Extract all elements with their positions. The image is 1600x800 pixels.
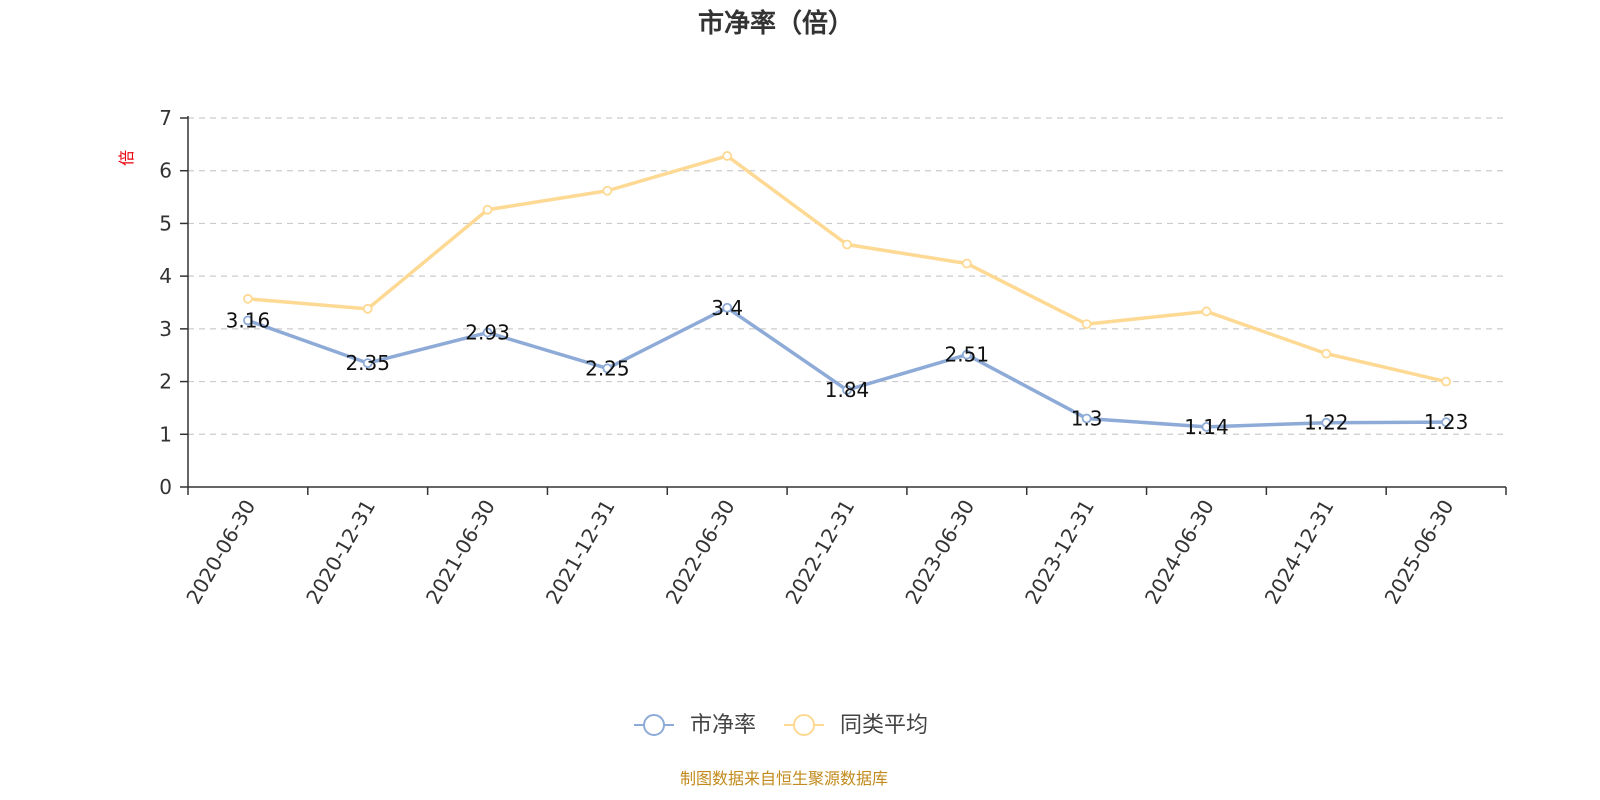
series-line-0 [246,306,1448,429]
data-label: 3.4 [711,296,743,320]
y-axis-unit-label: 倍 [117,150,136,166]
x-tick-label: 2023-12-31 [1020,496,1099,609]
data-label: 2.25 [585,356,630,380]
data-point[interactable] [961,258,972,269]
data-point[interactable] [722,151,733,161]
data-point[interactable] [842,239,852,250]
legend-item-peer-average[interactable]: 同类平均 [784,713,928,738]
data-point[interactable] [961,349,972,360]
data-point[interactable] [1321,348,1332,359]
x-tick-label: 2020-12-31 [301,496,380,609]
y-tick-label: 5 [159,211,172,235]
data-label: 3.16 [226,308,271,332]
data-point[interactable] [1201,306,1212,317]
data-point[interactable] [1081,319,1092,330]
y-axis-ticks: 0 1 2 3 4 5 6 7 [159,106,188,499]
legend-label-pb-ratio: 市净率 [690,713,756,738]
y-tick-label: 3 [159,317,172,341]
legend-marker-circle [643,714,665,736]
series-lines [243,151,1451,432]
data-point[interactable] [482,204,493,215]
data-point[interactable] [243,293,253,304]
data-point[interactable] [602,363,613,374]
y-tick-label: 1 [159,422,172,446]
data-label: 2.93 [465,321,510,345]
x-axis-ticks: 2020-06-30 2020-12-31 2021-06-30 2021-12-31… [181,487,1507,609]
y-tick-label: 0 [159,475,172,499]
data-label: 2.35 [345,351,390,375]
data-point[interactable] [842,385,852,395]
x-tick-label: 2024-12-31 [1260,496,1339,609]
data-point[interactable] [722,302,733,313]
x-tick-label: 2021-12-31 [541,496,620,609]
data-label: 1.3 [1071,406,1103,430]
data-point[interactable] [362,358,373,369]
source-note: 制图数据来自恒生聚源数据库 [680,769,888,788]
x-tick-label: 2021-06-30 [421,496,500,609]
data-point[interactable] [1201,422,1212,432]
data-point[interactable] [1441,376,1451,387]
x-tick-label: 2025-06-30 [1380,496,1459,609]
data-point[interactable] [362,303,373,314]
data-label: 1.22 [1304,411,1349,435]
legend-marker-circle [793,714,815,736]
data-label: 1.84 [825,378,870,402]
y-tick-label: 7 [159,106,172,130]
legend-label-peer-average: 同类平均 [840,713,928,738]
y-tick-label: 4 [159,264,172,288]
data-point[interactable] [1321,417,1332,428]
data-point[interactable] [1441,417,1451,428]
axes [187,116,1506,488]
y-tick-label: 2 [159,370,172,394]
x-tick-label: 2024-06-30 [1140,496,1219,609]
chart-title: 市净率（倍） [698,8,854,39]
data-label: 1.23 [1424,410,1469,434]
y-tick-label: 6 [159,159,172,183]
data-label: 2.51 [945,343,990,367]
x-tick-label: 2020-06-30 [181,496,260,609]
x-tick-label: 2022-12-31 [780,496,859,609]
legend: 市净率 同类平均 [634,713,928,738]
data-point[interactable] [1081,413,1092,424]
data-point[interactable] [243,315,253,326]
data-point[interactable] [482,327,493,338]
x-tick-label: 2022-06-30 [661,496,740,609]
data-labels: 3.16 2.35 2.93 2.25 3.4 1.84 2.51 1.3 1.14 1.22 1.… [226,296,1469,439]
data-point[interactable] [602,185,613,196]
x-tick-label: 2023-06-30 [900,496,979,609]
legend-item-pb-ratio[interactable]: 市净率 [634,713,756,738]
data-label: 1.14 [1184,415,1229,439]
